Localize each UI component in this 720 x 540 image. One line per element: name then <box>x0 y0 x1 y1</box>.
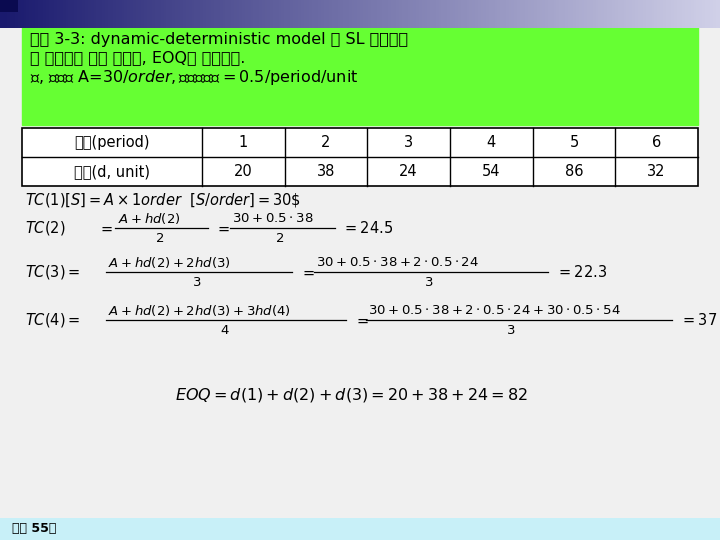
Text: 단, 주문비 A=30$/order, 재고유지비=0.5$/period/unit: 단, 주문비 A=30$/order, 재고유지비=0.5$/period/un… <box>30 68 359 87</box>
Text: $TC(2)$: $TC(2)$ <box>25 219 66 237</box>
Text: $TC(1)[S] = A\times 1order\ \ [S/order] = 30\$$: $TC(1)[S] = A\times 1order\ \ [S/order] … <box>25 191 301 209</box>
Text: 20: 20 <box>234 164 253 179</box>
Text: 54: 54 <box>482 164 500 179</box>
Text: $30+0.5\cdot 38$: $30+0.5\cdot 38$ <box>232 212 313 225</box>
Text: $=$: $=$ <box>98 220 114 235</box>
Text: 24: 24 <box>400 164 418 179</box>
Text: $A + hd(2)+2hd(3)+3hd(4)$: $A + hd(2)+2hd(3)+3hd(4)$ <box>108 302 291 318</box>
Text: $A + hd(2)$: $A + hd(2)$ <box>118 211 181 226</box>
Text: $30+0.5\cdot 38+2\cdot 0.5\cdot 24+30\cdot 0.5\cdot 54$: $30+0.5\cdot 38+2\cdot 0.5\cdot 24+30\cd… <box>368 303 621 316</box>
Text: $2$: $2$ <box>155 232 164 245</box>
Text: 5: 5 <box>570 135 579 150</box>
Text: $3$: $3$ <box>424 275 433 288</box>
Text: $EOQ = d(1)+d(2)+d(3) = 20+38+24 = 82$: $EOQ = d(1)+d(2)+d(3) = 20+38+24 = 82$ <box>175 386 528 404</box>
Text: 을 이용하여 최적 주문량, EOQ를 구하시오.: 을 이용하여 최적 주문량, EOQ를 구하시오. <box>30 50 246 65</box>
Text: 32: 32 <box>647 164 666 179</box>
Text: 86: 86 <box>564 164 583 179</box>
Text: 38: 38 <box>317 164 336 179</box>
Text: $30+0.5\cdot 38+2\cdot 0.5\cdot 24$: $30+0.5\cdot 38+2\cdot 0.5\cdot 24$ <box>316 255 479 268</box>
FancyBboxPatch shape <box>22 20 698 125</box>
Text: $= 24.5$: $= 24.5$ <box>342 220 393 236</box>
Text: $= 22.3$: $= 22.3$ <box>556 264 607 280</box>
Text: 4: 4 <box>487 135 496 150</box>
FancyBboxPatch shape <box>22 128 698 186</box>
Text: $=$: $=$ <box>300 265 315 280</box>
Text: 2: 2 <box>321 135 330 150</box>
Text: $2$: $2$ <box>275 232 284 245</box>
FancyBboxPatch shape <box>0 518 720 540</box>
Text: 교재 55쪽: 교재 55쪽 <box>12 523 56 536</box>
Text: 구간(period): 구간(period) <box>74 135 150 150</box>
Text: $TC(3) =$: $TC(3) =$ <box>25 263 81 281</box>
Text: $=$: $=$ <box>354 313 369 327</box>
Text: $=$: $=$ <box>215 220 230 235</box>
Text: 수요(d, unit): 수요(d, unit) <box>74 164 150 179</box>
Text: $TC(4) =$: $TC(4) =$ <box>25 311 81 329</box>
FancyBboxPatch shape <box>0 0 18 12</box>
Text: $A + hd(2)+2hd(3)$: $A + hd(2)+2hd(3)$ <box>108 254 230 269</box>
Text: $4$: $4$ <box>220 323 230 336</box>
Text: $3$: $3$ <box>192 275 202 288</box>
Text: 예제 3-3: dynamic-deterministic model 과 SL 경험법칙: 예제 3-3: dynamic-deterministic model 과 SL… <box>30 32 408 47</box>
Text: 1: 1 <box>239 135 248 150</box>
Text: 6: 6 <box>652 135 661 150</box>
Text: 3: 3 <box>404 135 413 150</box>
Text: $3$: $3$ <box>506 323 516 336</box>
Text: $= 37$: $= 37$ <box>680 312 717 328</box>
